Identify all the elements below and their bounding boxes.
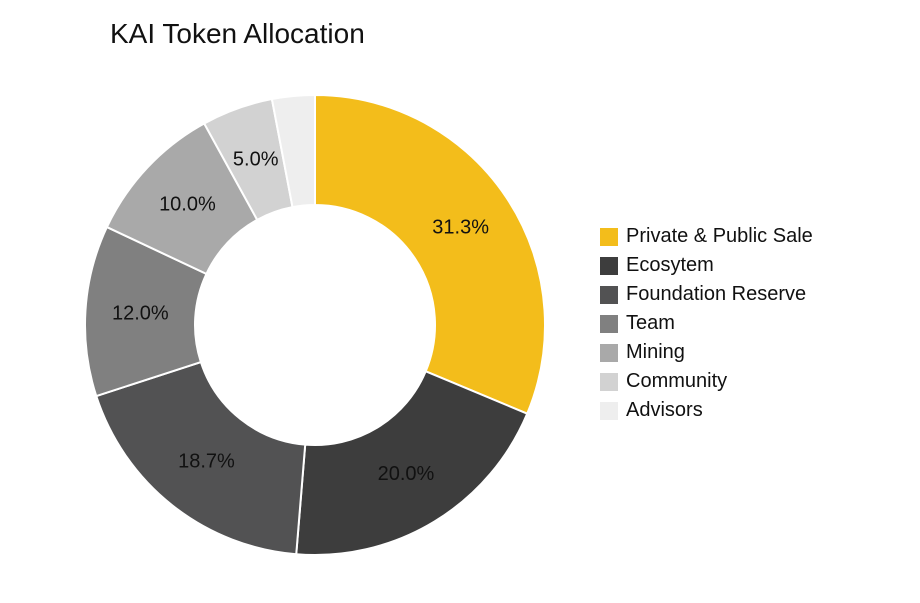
legend-swatch [600,402,618,420]
legend: Private & Public Sale Ecosytem Foundation … [600,225,813,428]
legend-swatch [600,257,618,275]
chart-title: KAI Token Allocation [110,18,365,50]
slice-label: 12.0% [112,302,169,324]
legend-label: Private & Public Sale [626,225,813,248]
legend-item: Private & Public Sale [600,225,813,248]
legend-swatch [600,286,618,304]
legend-label: Team [626,312,675,335]
legend-item: Mining [600,341,813,364]
donut-chart: 31.3% 20.0% 18.7% 12.0% 10.0% 5.0% [60,70,570,580]
legend-label: Foundation Reserve [626,283,806,306]
legend-item: Foundation Reserve [600,283,813,306]
legend-label: Mining [626,341,685,364]
legend-item: Ecosytem [600,254,813,277]
legend-item: Team [600,312,813,335]
slice-label: 31.3% [432,216,489,238]
legend-swatch [600,315,618,333]
legend-label: Advisors [626,399,703,422]
slice-label: 18.7% [178,451,235,473]
slice-label: 5.0% [233,149,279,171]
legend-label: Community [626,370,727,393]
legend-item: Community [600,370,813,393]
slice-label: 20.0% [378,463,435,485]
donut-slice [315,95,545,414]
slice-label: 10.0% [159,193,216,215]
legend-swatch [600,228,618,246]
legend-item: Advisors [600,399,813,422]
legend-label: Ecosytem [626,254,714,277]
legend-swatch [600,373,618,391]
legend-swatch [600,344,618,362]
